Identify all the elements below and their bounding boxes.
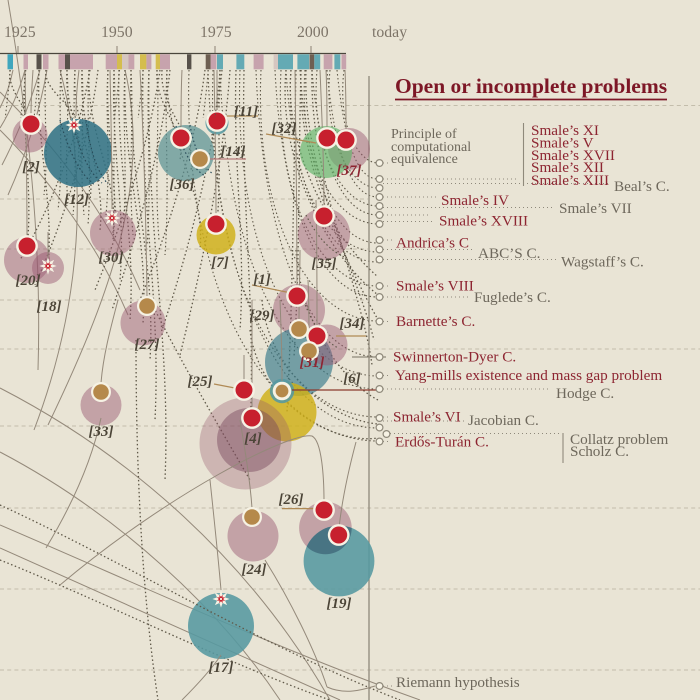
svg-text:[27]: [27]: [135, 337, 160, 353]
svg-text:ABC’S C.: ABC’S C.: [478, 245, 540, 262]
svg-text:Erdős-Turán C.: Erdős-Turán C.: [395, 434, 489, 451]
svg-text:Wagstaff’s C.: Wagstaff’s C.: [561, 254, 644, 271]
svg-text:[4]: [4]: [244, 431, 262, 447]
svg-text:Scholz C.: Scholz C.: [570, 443, 629, 460]
svg-text:Fuglede’s C.: Fuglede’s C.: [474, 289, 551, 306]
svg-text:equivalence: equivalence: [391, 152, 458, 167]
svg-text:Open or incomplete problems: Open or incomplete problems: [395, 74, 667, 98]
svg-text:[36]: [36]: [170, 177, 195, 193]
svg-text:Swinnerton-Dyer C.: Swinnerton-Dyer C.: [393, 349, 516, 366]
svg-text:Smale’s VI: Smale’s VI: [393, 409, 461, 426]
svg-text:[33]: [33]: [89, 424, 114, 440]
svg-text:Smale’s XVIII: Smale’s XVIII: [439, 213, 528, 230]
svg-text:[29]: [29]: [250, 308, 275, 324]
svg-text:Smale’s IV: Smale’s IV: [441, 192, 509, 209]
svg-text:[32]: [32]: [272, 121, 297, 137]
svg-text:Smale’s V: Smale’s V: [531, 135, 594, 152]
svg-text:1975: 1975: [200, 24, 232, 41]
svg-text:[11]: [11]: [234, 104, 258, 120]
svg-text:Principle of: Principle of: [391, 127, 457, 142]
svg-text:Smale’s XI: Smale’s XI: [531, 122, 599, 139]
svg-text:[2]: [2]: [22, 160, 40, 176]
svg-text:[25]: [25]: [188, 374, 213, 390]
svg-text:Smale’s XIII: Smale’s XIII: [531, 172, 609, 189]
svg-text:Barnette’s C.: Barnette’s C.: [396, 313, 475, 330]
svg-text:Smale’s VIII: Smale’s VIII: [396, 278, 474, 295]
svg-text:Yang-mills existence and mass: Yang-mills existence and mass gap proble…: [395, 367, 662, 384]
svg-text:[7]: [7]: [211, 255, 229, 271]
svg-text:[19]: [19]: [327, 596, 352, 612]
svg-text:Smale’s VII: Smale’s VII: [559, 200, 632, 217]
svg-text:[1]: [1]: [253, 272, 271, 288]
svg-text:Collatz problem: Collatz problem: [570, 431, 668, 448]
svg-text:[30]: [30]: [99, 250, 124, 266]
svg-text:[26]: [26]: [279, 492, 304, 508]
svg-text:[37]: [37]: [337, 163, 362, 179]
svg-text:[20]: [20]: [16, 273, 41, 289]
svg-text:1925: 1925: [4, 24, 36, 41]
svg-text:Beal’s C.: Beal’s C.: [614, 178, 670, 195]
svg-text:2000: 2000: [297, 24, 329, 41]
svg-text:[6]: [6]: [343, 371, 361, 387]
svg-text:Riemann hypothesis: Riemann hypothesis: [396, 674, 520, 691]
svg-text:Smale’s XII: Smale’s XII: [531, 159, 604, 176]
svg-text:[35]: [35]: [312, 256, 337, 272]
svg-text:Andrica’s C: Andrica’s C: [396, 235, 469, 252]
svg-text:1950: 1950: [101, 24, 133, 41]
svg-text:[12]: [12]: [64, 192, 89, 208]
svg-text:[17]: [17]: [209, 660, 234, 676]
svg-text:[18]: [18]: [37, 299, 62, 315]
svg-text:[34]: [34]: [340, 316, 365, 332]
svg-text:Hodge C.: Hodge C.: [556, 385, 614, 402]
svg-text:today: today: [372, 24, 407, 41]
svg-text:[31]: [31]: [300, 355, 325, 371]
svg-text:[24]: [24]: [242, 562, 267, 578]
svg-text:Jacobian C.: Jacobian C.: [468, 412, 539, 429]
svg-text:[14]: [14]: [221, 144, 246, 160]
svg-text:Smale’s XVII: Smale’s XVII: [531, 147, 615, 164]
svg-text:computational: computational: [391, 140, 471, 155]
